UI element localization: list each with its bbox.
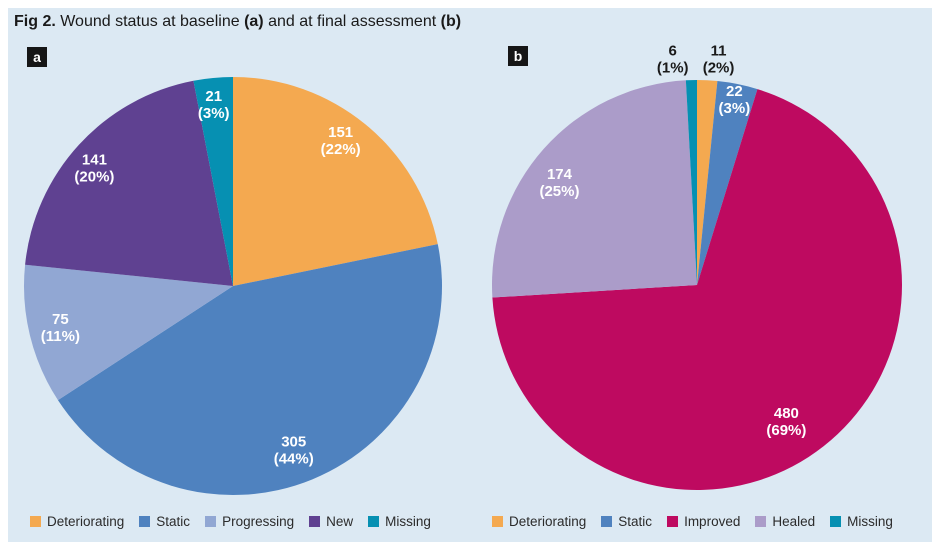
pie-b-label-improved: 480 (69%) bbox=[766, 405, 806, 439]
legend-swatch-icon bbox=[205, 516, 217, 527]
legend-swatch-icon bbox=[309, 516, 321, 527]
legend-item-new: New bbox=[309, 514, 353, 529]
panel-marker-a: (a) bbox=[244, 13, 264, 30]
legend-item-deteriorating: Deteriorating bbox=[492, 514, 586, 529]
legend-label: Deteriorating bbox=[47, 514, 125, 529]
legend-swatch-icon bbox=[601, 516, 613, 527]
legend-swatch-icon bbox=[30, 516, 41, 527]
legend-item-missing: Missing bbox=[368, 514, 431, 529]
legend-label: Static bbox=[156, 514, 191, 529]
legend-label: Missing bbox=[385, 514, 431, 529]
legend-swatch-icon bbox=[368, 516, 380, 527]
panel-badge-b: b bbox=[508, 46, 528, 66]
legend-item-static: Static bbox=[601, 514, 652, 529]
pie-b-slice-missing bbox=[685, 80, 697, 285]
figure-title: Fig 2. Wound status at baseline (a) and … bbox=[14, 13, 461, 31]
legend-item-healed: Healed bbox=[755, 514, 815, 529]
legend-swatch-icon bbox=[667, 516, 679, 527]
pie-b-label-static: 22 (3%) bbox=[719, 83, 751, 117]
pie-a-label-deteriorating: 151 (22%) bbox=[321, 124, 361, 158]
pie-a-label-new: 141 (20%) bbox=[74, 152, 114, 186]
pie-a-slice-progressing bbox=[23, 264, 234, 401]
legend-label: Healed bbox=[772, 514, 816, 529]
pie-b-slice-static bbox=[697, 81, 758, 285]
legend-swatch-icon bbox=[755, 516, 767, 527]
figure-title-text-2: and at final assessment bbox=[268, 13, 437, 30]
legend-label: Progressing bbox=[222, 514, 295, 529]
legend-final-assessment: Deteriorating Static Improved Healed Missing bbox=[492, 514, 893, 529]
figure-title-text-1: Wound status at baseline bbox=[60, 13, 240, 30]
pie-b-slice-healed bbox=[492, 80, 697, 298]
legend-item-deteriorating: Deteriorating bbox=[30, 514, 124, 529]
pie-b-label-deteriorating: 11 (2%) bbox=[703, 43, 735, 77]
pie-a-slice-deteriorating bbox=[233, 77, 438, 286]
legend-item-progressing: Progressing bbox=[205, 514, 294, 529]
pie-b-label-healed: 174 (25%) bbox=[539, 166, 579, 200]
legend-item-improved: Improved bbox=[667, 514, 740, 529]
pie-b-label-missing: 6 (1%) bbox=[657, 42, 689, 76]
legend-swatch-icon bbox=[139, 516, 151, 527]
pie-b-slice-improved bbox=[492, 89, 902, 490]
legend-label: New bbox=[326, 514, 354, 529]
pie-a-slice-new bbox=[25, 80, 233, 286]
legend-label: Static bbox=[618, 514, 653, 529]
pie-a-label-missing: 21 (3%) bbox=[198, 88, 230, 122]
legend-baseline: Deteriorating Static Progressing New Missing bbox=[30, 514, 431, 529]
legend-swatch-icon bbox=[830, 516, 842, 527]
pie-a-label-progressing: 75 (11%) bbox=[41, 311, 80, 345]
pie-b-slice-deteriorating bbox=[697, 80, 718, 285]
pie-a-slice-static bbox=[57, 244, 442, 495]
pie-a-label-static: 305 (44%) bbox=[274, 433, 314, 467]
legend-label: Deteriorating bbox=[509, 514, 587, 529]
legend-label: Improved bbox=[684, 514, 741, 529]
legend-item-missing: Missing bbox=[830, 514, 893, 529]
legend-item-static: Static bbox=[139, 514, 190, 529]
figure-number-label: Fig 2. bbox=[14, 13, 56, 30]
legend-swatch-icon bbox=[492, 516, 503, 527]
legend-label: Missing bbox=[847, 514, 893, 529]
panel-badge-a: a bbox=[27, 47, 47, 67]
panel-marker-b: (b) bbox=[440, 13, 462, 30]
pie-a-slice-missing bbox=[193, 77, 233, 286]
